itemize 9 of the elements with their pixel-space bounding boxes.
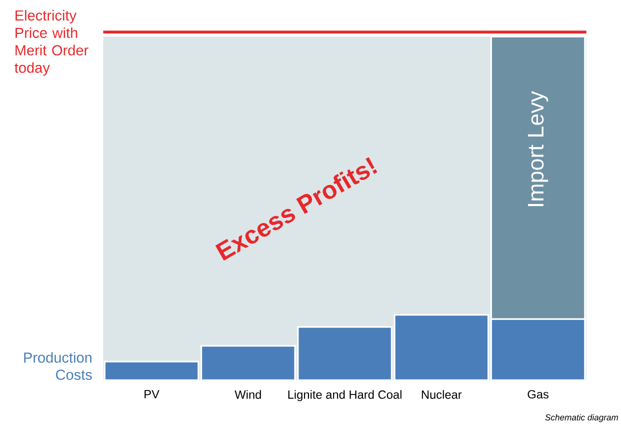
x-tick-label: Wind	[234, 390, 261, 399]
ref-line-label: Electricity Price with Merit Order today	[14, 10, 88, 76]
series-label: Import Levy	[528, 91, 548, 206]
series-label: Production Costs	[24, 352, 92, 380]
x-tick-label: PV	[144, 390, 160, 398]
text: Schematic diagram	[545, 414, 618, 422]
x-tick-label: Gas	[528, 390, 548, 399]
x-tick-label: Lignite and Hard Coal	[288, 390, 402, 402]
x-tick-label: Nuclear	[422, 390, 462, 399]
